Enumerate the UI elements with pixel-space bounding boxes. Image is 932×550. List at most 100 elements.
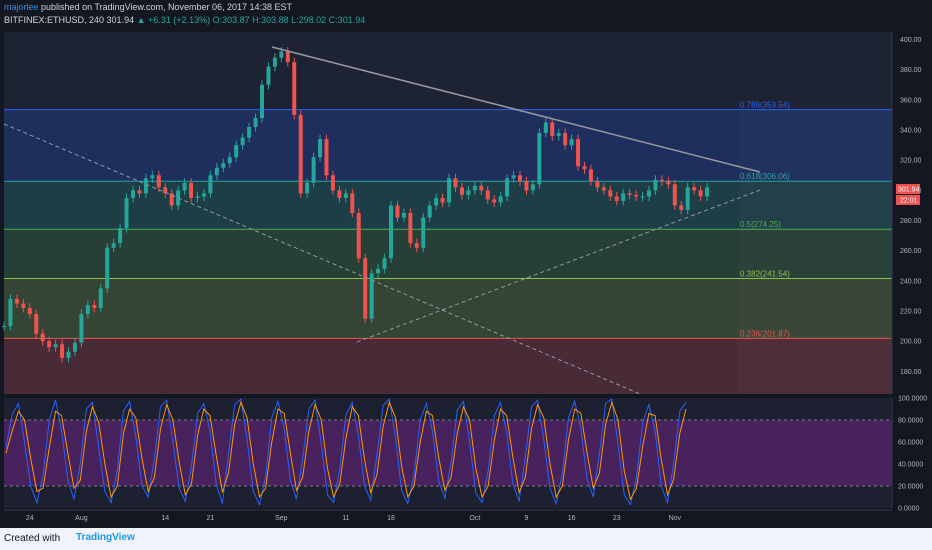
last-price: 301.94 bbox=[106, 15, 135, 25]
candle-body bbox=[118, 228, 123, 244]
candle-body bbox=[85, 305, 90, 315]
fib-label: 0.786(353.54) bbox=[740, 101, 790, 110]
stoch-line bbox=[5, 398, 687, 507]
candle-body bbox=[421, 217, 426, 248]
candle-body bbox=[47, 341, 52, 348]
time-tick-label: Sep bbox=[275, 515, 288, 522]
candle-body bbox=[653, 179, 658, 191]
candle-body bbox=[189, 182, 194, 198]
price-change: +6.31 (+2.13%) bbox=[148, 15, 211, 25]
candle-body bbox=[498, 196, 503, 203]
candle-body bbox=[2, 326, 6, 328]
candle-body bbox=[414, 243, 419, 248]
price-badge bbox=[896, 184, 920, 194]
candle-body bbox=[92, 305, 97, 309]
candle-body bbox=[279, 51, 284, 58]
candle-body bbox=[285, 51, 290, 63]
candle-body bbox=[163, 187, 168, 194]
candle-body bbox=[563, 133, 568, 146]
candle-body bbox=[440, 197, 445, 203]
candle-body bbox=[679, 205, 684, 210]
candle-body bbox=[647, 190, 651, 197]
fibonacci-levels: 0.786(353.54) 0.618(306.06) 0.5(274.25) 0.3… bbox=[4, 32, 892, 394]
time-tick-label: 23 bbox=[613, 515, 621, 522]
chart-footer: Created with TradingView bbox=[0, 528, 932, 550]
candle-body bbox=[266, 66, 271, 85]
candle-body bbox=[60, 344, 65, 358]
candle-body bbox=[227, 157, 232, 164]
candle-body bbox=[208, 175, 213, 194]
candle-body bbox=[195, 196, 200, 198]
candle-body bbox=[53, 344, 58, 348]
candle-body bbox=[427, 205, 432, 218]
candle-body bbox=[240, 137, 245, 146]
candle-body bbox=[350, 193, 355, 213]
time-axis[interactable]: 24 Aug 14 21 Sep 11 18 Oct 9 16 23 Nov bbox=[4, 509, 892, 522]
candle-body bbox=[434, 197, 439, 206]
price-badge-label: 301.94 bbox=[898, 187, 920, 194]
candle-body bbox=[692, 187, 697, 191]
tradingview-logo[interactable]: TradingView bbox=[76, 532, 135, 543]
trendlines bbox=[3, 46, 761, 395]
ohlc-values: O:303.87 H:303.88 L:298.02 C:301.94 bbox=[212, 15, 366, 25]
candle-body bbox=[511, 175, 516, 179]
candle-body bbox=[401, 213, 406, 218]
candle-body bbox=[356, 213, 361, 259]
published-text: published on TradingView.com, November 0… bbox=[41, 2, 293, 12]
fib-zone bbox=[4, 109, 892, 182]
candle-body bbox=[705, 187, 710, 197]
fib-label: 0.618(306.06) bbox=[740, 172, 790, 181]
candle-body bbox=[221, 163, 226, 168]
publish-line: majorlee published on TradingView.com, N… bbox=[4, 2, 292, 12]
candle-body bbox=[505, 178, 510, 197]
candle-body bbox=[201, 193, 206, 197]
fib-zone bbox=[4, 278, 892, 339]
candle-body bbox=[79, 314, 84, 343]
candle-body bbox=[582, 166, 587, 170]
candle-body bbox=[556, 133, 561, 137]
symbol-line: BITFINEX:ETHUSD, 240 301.94 ▲ +6.31 (+2.… bbox=[4, 15, 365, 25]
candle-body bbox=[311, 157, 316, 183]
stoch-tick-label: 60.0000 bbox=[898, 440, 923, 447]
candle-body bbox=[614, 196, 619, 201]
candle-body bbox=[524, 181, 529, 191]
stoch-tick-label: 100.0000 bbox=[898, 396, 927, 403]
fib-zone-bottom bbox=[4, 338, 892, 394]
candle-body bbox=[330, 175, 335, 191]
price-tick-label: 380.00 bbox=[900, 67, 922, 74]
candle-body bbox=[627, 193, 632, 195]
fib-label: 0.5(274.25) bbox=[740, 220, 781, 229]
time-tick-label: Oct bbox=[469, 515, 480, 522]
candle-body bbox=[485, 190, 490, 200]
candle-body bbox=[8, 298, 13, 327]
support-trendline bbox=[356, 189, 761, 343]
author-link[interactable]: majorlee bbox=[4, 2, 39, 12]
candlesticks bbox=[2, 47, 710, 363]
candle-body bbox=[685, 187, 690, 210]
price-tick-label: 260.00 bbox=[900, 248, 922, 255]
time-tick-label: 14 bbox=[161, 515, 169, 522]
candle-body bbox=[124, 197, 129, 229]
candle-body bbox=[318, 139, 323, 158]
stoch-tick-label: 20.0000 bbox=[898, 484, 923, 491]
candle-body bbox=[479, 185, 484, 191]
candle-body bbox=[640, 196, 645, 198]
candle-body bbox=[389, 205, 393, 259]
fib-label: 0.382(241.54) bbox=[740, 270, 790, 279]
candle-body bbox=[298, 114, 303, 194]
candle-body bbox=[34, 314, 39, 334]
candle-body bbox=[272, 57, 277, 67]
candle-body bbox=[395, 205, 400, 218]
descending-trendline bbox=[3, 123, 641, 395]
candle-body bbox=[369, 273, 374, 319]
candle-body bbox=[253, 117, 258, 128]
candle-body bbox=[459, 187, 464, 195]
candle-body bbox=[98, 288, 103, 309]
price-tick-label: 280.00 bbox=[900, 218, 922, 225]
price-axis[interactable]: 180.00200.00220.00240.00260.00280.00300.… bbox=[891, 32, 922, 394]
candle-body bbox=[247, 127, 252, 138]
timer-badge bbox=[896, 195, 920, 205]
candle-body bbox=[343, 193, 348, 198]
candle-body bbox=[588, 169, 593, 182]
